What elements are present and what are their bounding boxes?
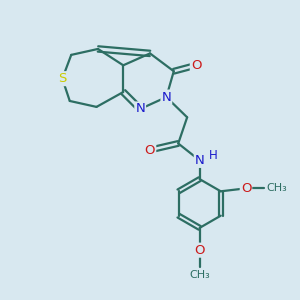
Text: O: O: [194, 244, 205, 257]
Text: CH₃: CH₃: [189, 270, 210, 280]
Text: H: H: [209, 148, 218, 162]
Text: N: N: [195, 154, 205, 167]
Text: O: O: [191, 59, 201, 72]
Text: N: N: [135, 103, 145, 116]
Text: O: O: [241, 182, 251, 195]
Text: CH₃: CH₃: [266, 183, 287, 193]
Text: N: N: [161, 91, 171, 103]
Text: S: S: [58, 72, 67, 85]
Text: O: O: [145, 143, 155, 157]
